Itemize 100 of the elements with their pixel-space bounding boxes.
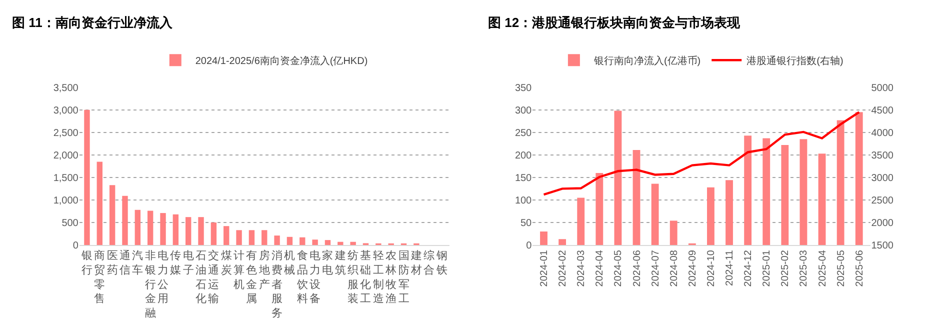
x-tick-label: 轻工制造 — [372, 250, 384, 306]
x-tick-label: 2024-04 — [594, 250, 606, 287]
bar — [651, 184, 659, 245]
bar — [726, 180, 733, 245]
x-tick-label: 2025-05 — [836, 250, 847, 287]
y-tick-label: 2,500 — [53, 128, 79, 139]
bar — [818, 154, 826, 245]
bar — [160, 213, 166, 245]
y2-tick-label: 4500 — [871, 105, 894, 116]
x-tick-label: 交通运输 — [208, 249, 220, 306]
bar — [670, 220, 678, 245]
line-series — [542, 111, 860, 196]
x-tick-label: 钢铁 — [435, 250, 448, 276]
bar — [262, 230, 268, 245]
bar — [248, 230, 255, 245]
x-tick-label: 2024-01 — [539, 250, 550, 287]
bar — [109, 185, 116, 245]
y-tick-label: 1,500 — [53, 172, 79, 184]
y-tick-label: 200 — [514, 150, 532, 162]
bar — [744, 136, 752, 245]
legend-label: 银行南向净流入(亿港币) — [592, 55, 701, 67]
x-tick-label: 房地产 — [258, 249, 270, 291]
x-tick-label: 2025-01 — [762, 250, 773, 287]
x-tick-label: 煤炭 — [220, 250, 232, 276]
chart-title: 图 11：南向资金行业净流入 — [12, 15, 174, 30]
bar — [540, 231, 548, 245]
y-tick-label: 150 — [514, 172, 532, 184]
y-tick-label: 1,000 — [53, 195, 79, 206]
bar — [198, 217, 204, 245]
bar — [172, 214, 179, 245]
x-tick-label: 机械 — [284, 250, 296, 276]
y-tick-label: 350 — [514, 82, 532, 94]
x-tick-label: 2024-11 — [724, 250, 736, 286]
x-tick-label: 医药 — [106, 250, 118, 276]
y-tick-label: 500 — [62, 218, 79, 229]
x-tick-label: 传媒 — [170, 250, 182, 276]
bar — [312, 240, 318, 245]
bar — [224, 226, 230, 245]
bar — [84, 110, 90, 245]
x-tick-label: 2024-05 — [613, 250, 624, 287]
y-tick-label: 0 — [72, 240, 79, 252]
y2-tick-label: 1500 — [871, 240, 894, 252]
y-tick-label: 3,500 — [53, 82, 79, 94]
x-tick-label: 纺织服装 — [348, 249, 359, 306]
bar — [762, 138, 770, 245]
bar — [236, 230, 242, 245]
x-tick-label: 通信 — [119, 249, 130, 276]
y2-tick-label: 2000 — [871, 218, 894, 229]
bar — [96, 162, 102, 245]
y2-tick-label: 4000 — [871, 128, 894, 139]
x-tick-label: 家电 — [322, 249, 334, 276]
x-tick-label: 石油石化 — [196, 250, 207, 306]
bar — [338, 242, 344, 245]
bar — [185, 217, 192, 245]
x-tick-label: 建筑 — [334, 249, 346, 276]
x-tick-label: 汽车 — [132, 250, 144, 276]
x-tick-label: 2025-03 — [798, 250, 810, 287]
x-tick-label: 建材 — [410, 249, 422, 276]
bar — [707, 187, 714, 245]
x-tick-label: 2025-06 — [854, 250, 866, 287]
x-tick-label: 2024-07 — [650, 250, 662, 287]
y-tick-label: 300 — [514, 105, 532, 116]
x-tick-label: 计算机 — [234, 249, 245, 291]
bar — [800, 139, 808, 245]
x-tick-label: 有色金属 — [246, 250, 258, 306]
y2-tick-label: 5000 — [871, 82, 894, 94]
y-tick-label: 250 — [514, 128, 532, 139]
x-tick-label: 2024-06 — [632, 250, 643, 287]
bar — [274, 236, 280, 245]
bar — [324, 240, 331, 245]
x-tick-label: 2024-03 — [576, 250, 588, 287]
x-tick-label: 2024-08 — [668, 250, 680, 287]
x-tick-label: 电力设备 — [310, 249, 321, 306]
x-tick-label: 非银行金融 — [144, 249, 156, 320]
x-tick-label: 2024-02 — [558, 250, 569, 287]
x-tick-label: 食品饮料 — [296, 250, 308, 306]
bar — [300, 237, 306, 245]
bar — [632, 150, 640, 245]
x-tick-label: 2024-12 — [743, 250, 754, 287]
bar — [781, 145, 789, 245]
x-tick-label: 国防军工 — [398, 250, 410, 306]
x-tick-label: 2024-10 — [706, 250, 717, 287]
y-tick-label: 100 — [514, 195, 532, 206]
bar — [210, 222, 217, 245]
bar — [577, 198, 585, 245]
x-tick-label: 电子 — [182, 249, 194, 276]
chart-title: 图 12：港股通银行板块南向资金与市场表现 — [488, 15, 742, 30]
x-tick-label: 农林牧渔 — [384, 250, 397, 306]
bar — [596, 172, 604, 245]
bar — [855, 112, 863, 245]
bar — [286, 236, 293, 245]
legend-label: 港股通银行指数(右轴) — [746, 55, 844, 67]
bar — [350, 242, 356, 245]
x-tick-label: 电力公用 — [158, 249, 169, 306]
bar — [122, 196, 128, 245]
y-tick-label: 50 — [520, 218, 532, 229]
x-tick-label: 综合 — [424, 249, 435, 276]
x-tick-label: 商贸零售 — [94, 249, 106, 306]
legend-label: 2024/1-2025/6南向资金净流入(亿HKD) — [195, 55, 368, 67]
bar — [836, 120, 844, 245]
